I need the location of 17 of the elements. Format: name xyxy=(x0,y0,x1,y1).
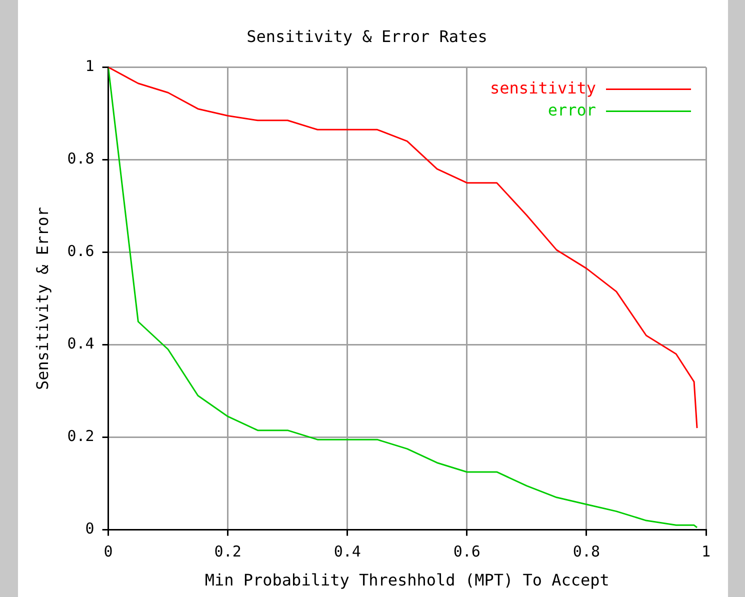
x-tick-label: 0.8 xyxy=(572,542,600,561)
x-tick-label: 0.6 xyxy=(453,542,480,561)
y-tick-label: 0 xyxy=(85,520,94,538)
x-axis-title: Min Probability Threshhold (MPT) To Accept xyxy=(204,570,610,590)
y-tick-label: 0.6 xyxy=(67,242,94,260)
x-tick-label: 0 xyxy=(104,542,113,561)
x-tick-label: 1 xyxy=(701,542,711,561)
text: sensitivity xyxy=(490,78,596,98)
x-tick-label: 0.2 xyxy=(214,542,242,561)
y-tick-label: 0.4 xyxy=(67,334,94,353)
y-axis-title: Sensitivity & Error xyxy=(32,206,52,390)
x-tick-label: 0.4 xyxy=(334,542,361,561)
y-tick-label: 0.2 xyxy=(67,427,94,446)
y-tick-label: 1 xyxy=(85,57,94,76)
y-tick-label: 0.8 xyxy=(67,150,94,168)
text: error xyxy=(548,100,596,120)
chart-title: Sensitivity & Error Rates xyxy=(246,26,488,46)
